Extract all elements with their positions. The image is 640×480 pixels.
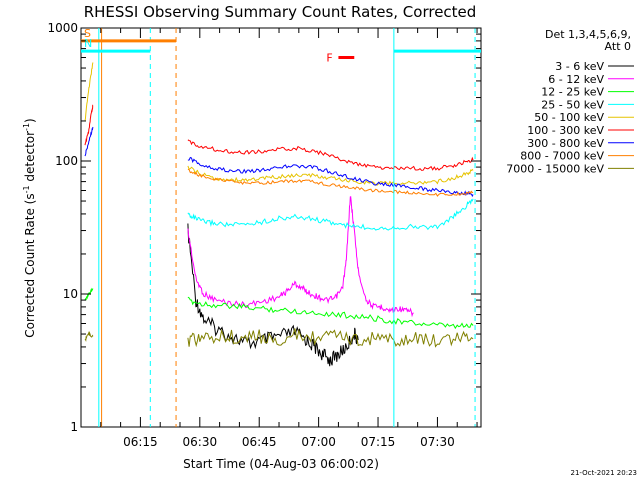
y-axis-label: Corrected Count Rate (s-1 detector-1) (22, 118, 37, 337)
early-segment-3 (84, 287, 94, 301)
y-label-sup2: -1 (22, 123, 31, 131)
series-line-3 (187, 198, 474, 231)
y-tick-label-1: 10 (63, 287, 78, 301)
series-line-8 (187, 328, 474, 348)
legend-label-6: 300 - 800 keV (527, 137, 604, 150)
series-line-0 (187, 223, 359, 367)
timestamp: 21-Oct-2021 20:23 (571, 469, 637, 477)
x-tick-label-0: 06:15 (123, 435, 158, 449)
series-line-7 (187, 168, 474, 197)
y-label-part2: detector (23, 131, 37, 186)
x-tick-label-3: 07:00 (301, 435, 336, 449)
y-label-part3: ) (23, 118, 37, 123)
x-tick-label-5: 07:30 (420, 435, 455, 449)
y-tick-label-3: 1000 (47, 21, 78, 35)
series-line-5 (187, 139, 474, 171)
series-line-1 (187, 196, 414, 318)
series-line-6 (187, 156, 474, 198)
legend-label-8: 7000 - 15000 keV (506, 162, 604, 175)
early-segment-1 (84, 126, 94, 157)
x-tick-label-1: 06:30 (183, 435, 218, 449)
early-segment-0 (84, 104, 94, 146)
marker-label-s: S (84, 27, 91, 40)
series-layer (84, 62, 474, 367)
legend-label-3: 25 - 50 keV (541, 98, 604, 111)
axes-layer: 1 10 100 1000 06:15 06:30 06:45 07:00 07:15 07:30 (47, 21, 481, 449)
y-tick-label-0: 1 (70, 420, 78, 434)
plot-frame (80, 27, 482, 428)
legend-subheader: Att 0 (605, 40, 631, 53)
legend-header: Det 1,3,4,5,6,9, (545, 28, 631, 41)
early-segment-2 (84, 62, 94, 121)
marker-label-f: F (326, 52, 332, 65)
y-label-part1: Corrected Count Rate (s (23, 193, 37, 337)
x-tick-label-2: 06:45 (242, 435, 277, 449)
x-axis-label: Start Time (04-Aug-03 06:00:02) (183, 457, 379, 471)
early-segment-4 (84, 330, 94, 342)
legend-label-7: 800 - 7000 keV (520, 150, 604, 163)
y-tick-label-2: 100 (55, 154, 78, 168)
x-tick-label-4: 07:15 (361, 435, 396, 449)
series-line-2 (187, 296, 474, 330)
chart-title: RHESSI Observing Summary Count Rates, Co… (84, 3, 477, 21)
legend-label-5: 100 - 300 keV (527, 124, 604, 137)
y-label-sup1: -1 (22, 185, 31, 193)
marker-label-n: N (84, 37, 92, 50)
legend-label-2: 12 - 25 keV (541, 86, 604, 99)
legend-label-4: 50 - 100 keV (534, 111, 604, 124)
marker-layer: SN F (81, 27, 481, 427)
legend-label-1: 6 - 12 keV (548, 73, 604, 86)
legend-label-0: 3 - 6 keV (555, 60, 604, 73)
